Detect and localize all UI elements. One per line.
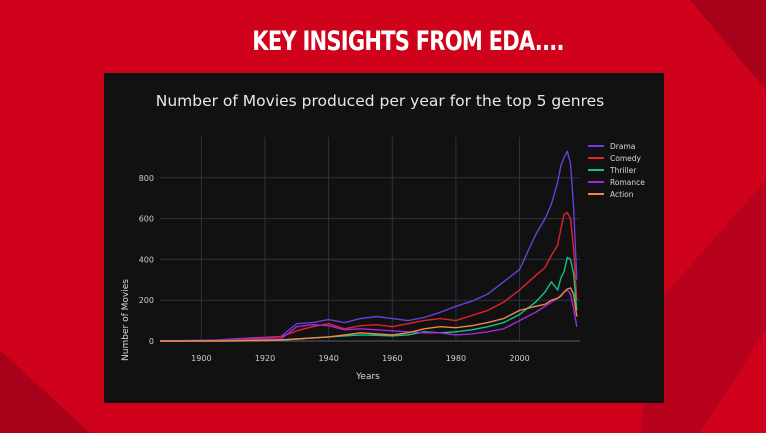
y-tick-label: 800 — [139, 174, 154, 183]
series-line-comedy — [159, 211, 578, 342]
chart-ticks: 1900 1920 1940 1960 1980 2000 0 200 400 600 800 — [139, 174, 530, 363]
chart-title: Number of Movies produced per year for t… — [156, 92, 605, 110]
x-tick-label: 1920 — [255, 354, 275, 363]
legend-label: Action — [610, 190, 634, 199]
x-tick-label: 1980 — [446, 354, 466, 363]
legend-label: Comedy — [610, 154, 642, 163]
legend-label: Drama — [610, 142, 635, 151]
y-tick-label: 600 — [139, 215, 154, 224]
chart-panel: Number of Movies produced per year for t… — [104, 73, 664, 403]
y-axis-label: Number of Movies — [121, 279, 131, 361]
y-tick-label: 400 — [139, 255, 154, 264]
y-tick-label: 200 — [139, 296, 154, 305]
series-line-action — [160, 287, 578, 342]
y-tick-label: 0 — [149, 337, 154, 346]
x-tick-label: 1960 — [382, 354, 402, 363]
x-tick-label: 2000 — [509, 354, 529, 363]
series-line-thriller — [160, 256, 578, 342]
slide-title: KEY INSIGHTS FROM EDA.... — [252, 26, 564, 57]
chart-series — [159, 150, 578, 342]
chart-legend: Drama Comedy Thriller Romance Action — [588, 142, 645, 199]
genre-line-chart: Number of Movies produced per year for t… — [121, 92, 645, 382]
x-tick-label: 1900 — [191, 354, 211, 363]
x-axis-label: Years — [355, 372, 380, 382]
x-tick-label: 1940 — [318, 354, 338, 363]
legend-label: Thriller — [609, 166, 637, 175]
chart-grid — [160, 137, 580, 342]
legend-label: Romance — [610, 178, 645, 187]
